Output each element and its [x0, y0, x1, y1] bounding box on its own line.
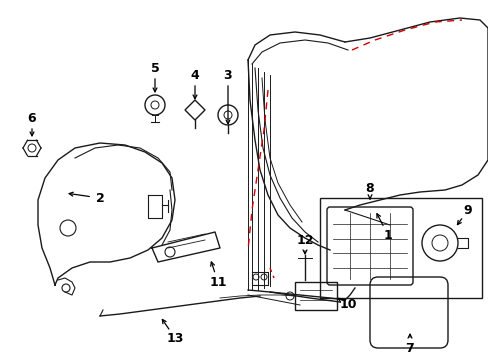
Text: 2: 2	[96, 192, 104, 204]
Text: 13: 13	[166, 332, 183, 345]
Text: 1: 1	[383, 229, 391, 242]
Text: 4: 4	[190, 68, 199, 81]
Text: 5: 5	[150, 62, 159, 75]
Text: 9: 9	[463, 203, 471, 216]
Text: 10: 10	[339, 298, 356, 311]
Text: 8: 8	[365, 181, 373, 194]
Text: 7: 7	[405, 342, 413, 355]
Text: 12: 12	[296, 234, 313, 247]
Text: 6: 6	[28, 112, 36, 125]
Text: 11: 11	[209, 275, 226, 288]
Bar	[294, 282, 336, 310]
Text: 3: 3	[223, 68, 232, 81]
Bar	[319, 198, 481, 298]
